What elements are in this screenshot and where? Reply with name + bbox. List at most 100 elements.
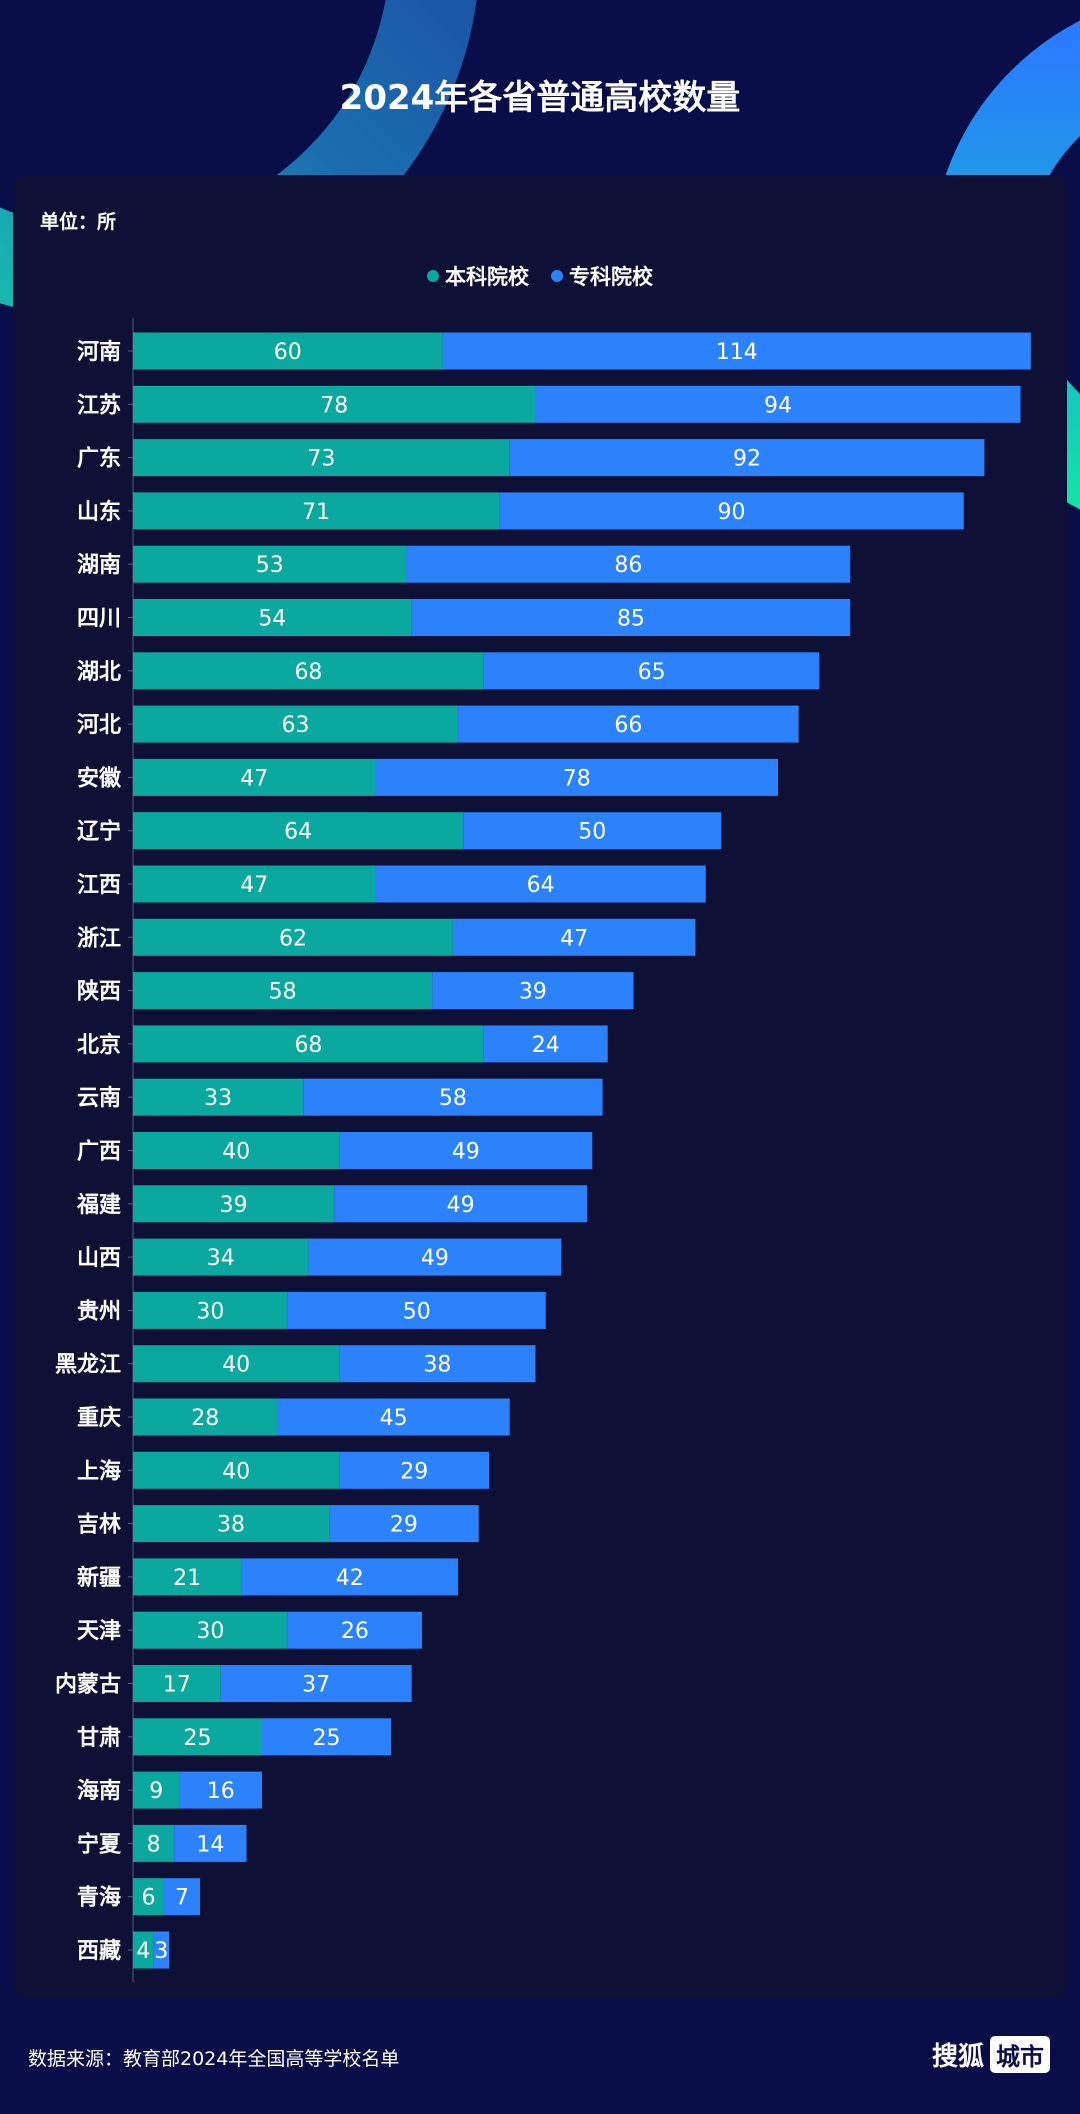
bar-junior-college xyxy=(287,1611,422,1649)
data-label: 50 xyxy=(578,820,606,845)
bar-undergraduate xyxy=(133,1451,340,1489)
category-label: 四川 xyxy=(77,607,121,632)
data-label: 64 xyxy=(284,820,312,845)
data-label: 30 xyxy=(196,1619,224,1644)
bar-junior-college xyxy=(277,1398,510,1436)
data-label: 4 xyxy=(136,1939,150,1964)
bar-junior-college xyxy=(287,1291,546,1329)
data-label: 65 xyxy=(638,660,666,685)
bar-undergraduate xyxy=(133,1611,288,1649)
category-label: 上海 xyxy=(77,1458,121,1484)
data-label: 7 xyxy=(175,1886,189,1911)
category-label: 北京 xyxy=(77,1032,121,1058)
category-label: 新疆 xyxy=(77,1565,121,1591)
data-label: 58 xyxy=(439,1086,467,1111)
bar-undergraduate xyxy=(133,1238,309,1276)
bar-junior-college xyxy=(179,1771,262,1809)
bar-undergraduate xyxy=(133,1558,242,1596)
data-label: 60 xyxy=(274,340,302,365)
data-label: 29 xyxy=(390,1513,418,1538)
bar-junior-college xyxy=(339,1132,593,1169)
logo: 搜狐 城市 xyxy=(932,2036,1050,2073)
data-label: 21 xyxy=(173,1566,201,1591)
data-label: 68 xyxy=(294,1033,322,1058)
data-label: 62 xyxy=(279,926,307,951)
bar-undergraduate xyxy=(133,1291,288,1329)
data-label: 38 xyxy=(423,1353,451,1378)
data-label: 114 xyxy=(716,340,758,365)
data-label: 90 xyxy=(718,500,746,525)
bar-junior-college xyxy=(411,599,851,636)
bar-undergraduate xyxy=(133,385,536,423)
bar-undergraduate xyxy=(133,599,412,636)
category-label: 福建 xyxy=(76,1193,121,1218)
bar-junior-college xyxy=(406,545,851,583)
data-label: 92 xyxy=(733,447,761,472)
data-label: 47 xyxy=(240,873,268,898)
bar-junior-college xyxy=(499,492,964,530)
legend-item-undergraduate[interactable]: 本科院校 xyxy=(427,261,529,291)
category-label: 云南 xyxy=(77,1086,121,1111)
bar-junior-college xyxy=(375,865,706,903)
bar-junior-college xyxy=(153,1931,170,1969)
category-label: 辽宁 xyxy=(77,819,121,845)
category-label: 贵州 xyxy=(77,1299,121,1324)
category-label: 吉林 xyxy=(77,1512,121,1538)
bar-undergraduate xyxy=(133,1345,340,1383)
data-label: 33 xyxy=(204,1086,232,1111)
category-label: 重庆 xyxy=(77,1405,121,1431)
category-label: 青海 xyxy=(77,1885,121,1911)
category-label: 宁夏 xyxy=(77,1831,122,1857)
bar-junior-college xyxy=(463,812,722,850)
bar-junior-college xyxy=(509,439,985,477)
data-label: 29 xyxy=(400,1459,428,1484)
data-label: 34 xyxy=(207,1246,235,1271)
bar-undergraduate xyxy=(133,492,500,530)
data-label: 37 xyxy=(302,1673,330,1698)
bar-undergraduate xyxy=(133,972,433,1010)
data-label: 39 xyxy=(519,980,547,1005)
category-label: 甘肃 xyxy=(77,1725,121,1751)
bar-undergraduate xyxy=(133,1665,221,1702)
data-label: 94 xyxy=(764,393,792,418)
bar-undergraduate xyxy=(133,1505,330,1543)
data-label: 85 xyxy=(617,607,645,632)
bar-junior-college xyxy=(375,758,778,796)
data-label: 73 xyxy=(307,447,335,472)
category-label: 湖南 xyxy=(77,553,121,578)
bar-undergraduate xyxy=(133,812,464,850)
data-label: 49 xyxy=(447,1193,475,1218)
category-label: 西藏 xyxy=(77,1939,121,1964)
legend-item-junior-college[interactable]: 专科院校 xyxy=(551,261,653,291)
category-label: 海南 xyxy=(77,1778,121,1804)
data-label: 38 xyxy=(217,1513,245,1538)
data-label: 66 xyxy=(614,713,642,738)
bar-junior-college xyxy=(452,918,696,956)
bar-junior-college xyxy=(339,1451,490,1489)
data-label: 54 xyxy=(258,607,286,632)
data-label: 17 xyxy=(163,1673,191,1698)
bar-junior-college xyxy=(334,1185,588,1223)
bar-undergraduate xyxy=(133,1878,164,1916)
logo-sub: 城市 xyxy=(990,2036,1050,2073)
chart-title: 2024年各省普通高校数量 xyxy=(339,78,741,118)
bar-undergraduate xyxy=(133,1718,262,1756)
bar-junior-college xyxy=(308,1238,562,1276)
bar-undergraduate xyxy=(133,545,407,583)
bar-junior-college xyxy=(174,1824,247,1862)
logo-main: 搜狐 xyxy=(931,2042,984,2072)
bar-undergraduate xyxy=(133,1771,180,1809)
bar-junior-college xyxy=(442,332,1031,370)
bar-junior-college xyxy=(432,972,634,1010)
legend-dot-junior-college xyxy=(551,270,563,282)
category-label: 山西 xyxy=(77,1246,121,1271)
category-label: 天津 xyxy=(77,1618,121,1644)
bar-junior-college xyxy=(241,1558,459,1596)
category-label: 江苏 xyxy=(77,392,121,418)
category-label: 广西 xyxy=(77,1139,121,1165)
data-label: 40 xyxy=(222,1353,250,1378)
bar-junior-college xyxy=(329,1505,479,1543)
legend: 本科院校 专科院校 xyxy=(0,261,1080,291)
bar-junior-college xyxy=(483,652,820,690)
data-label: 53 xyxy=(256,553,284,578)
